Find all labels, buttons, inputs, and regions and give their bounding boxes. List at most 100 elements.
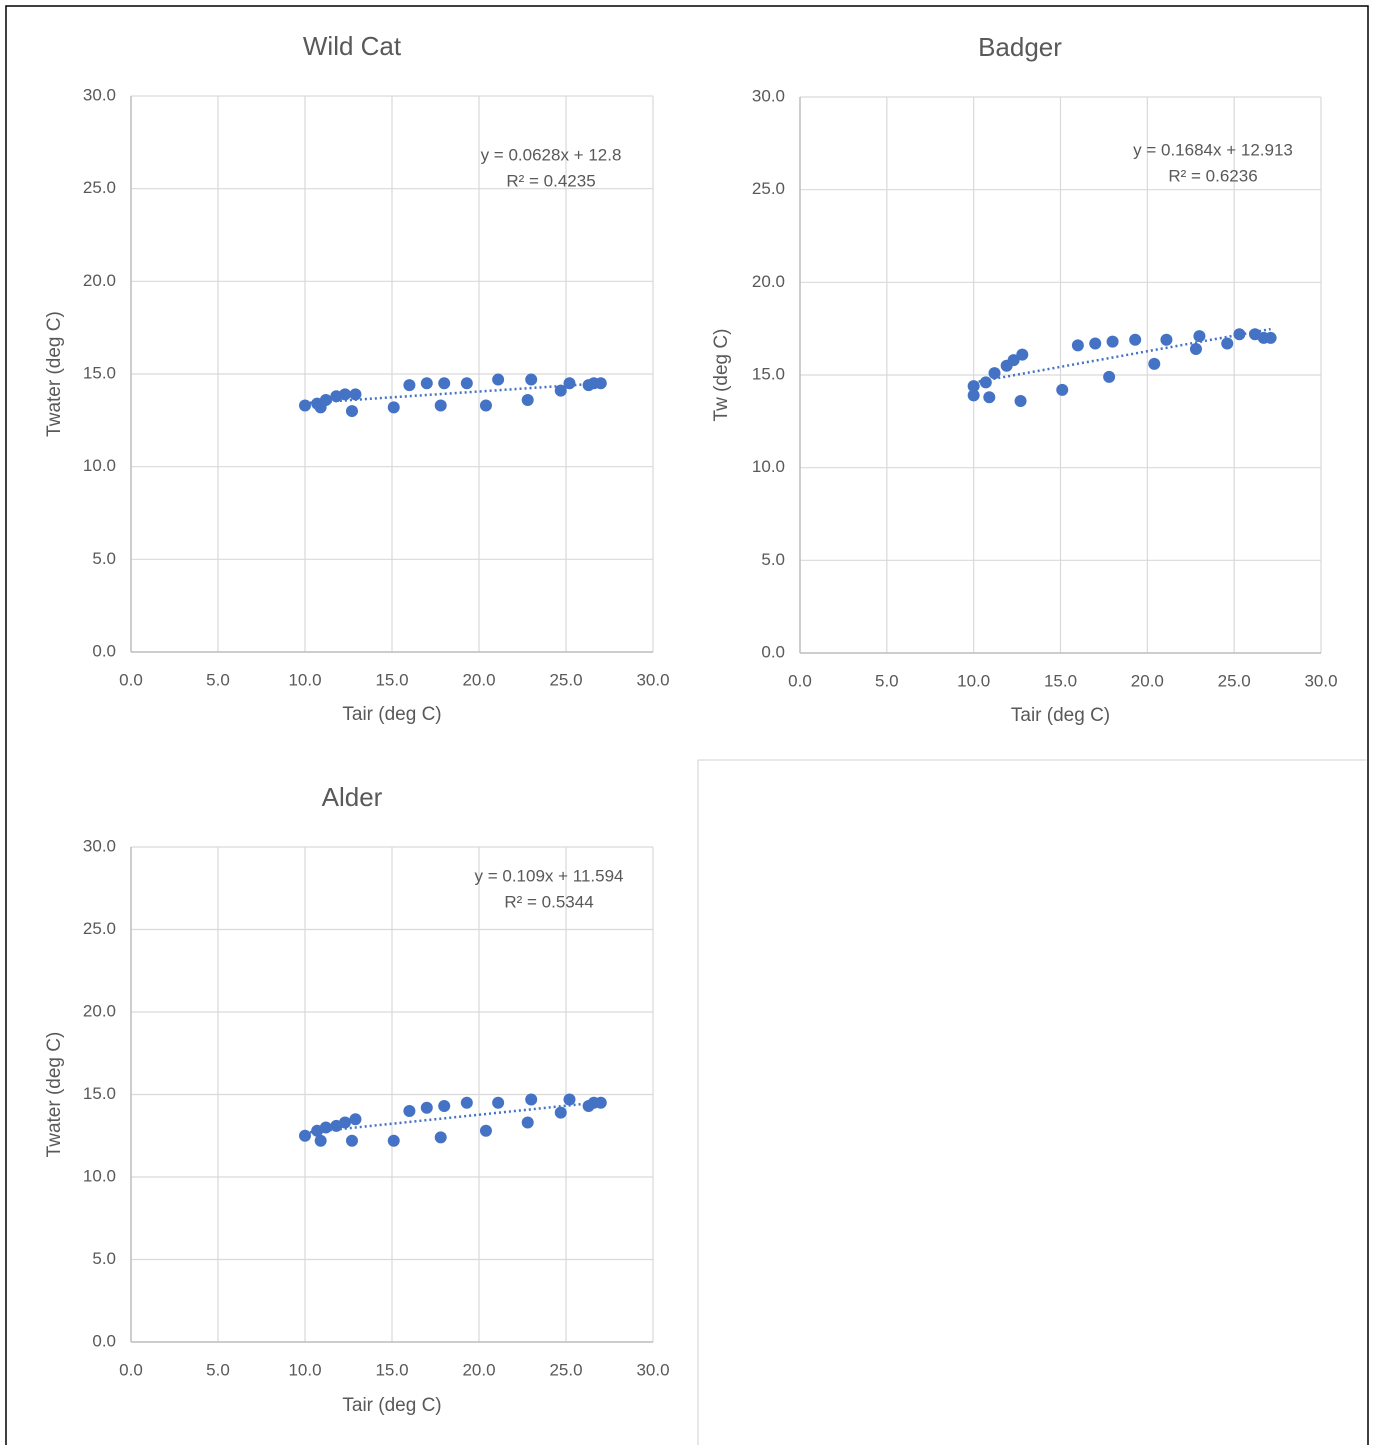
scatter-point	[979, 376, 992, 389]
y-tick-label: 10.0	[83, 1166, 116, 1185]
scatter-point	[1148, 357, 1161, 370]
scatter-point	[434, 1131, 447, 1144]
scatter-point	[554, 384, 567, 397]
x-tick-label: 30.0	[1304, 671, 1337, 690]
scatter-point	[1071, 339, 1084, 352]
y-tick-label: 5.0	[92, 549, 116, 568]
scatter-point	[967, 380, 980, 393]
scatter-point	[339, 1116, 352, 1129]
chart-title: Wild Cat	[303, 31, 402, 61]
scatter-point	[1056, 383, 1069, 396]
scatter-point	[387, 1134, 400, 1147]
y-tick-label: 25.0	[752, 179, 785, 198]
sheet-border	[5, 5, 1369, 1445]
scatter-point	[1264, 331, 1277, 344]
scatter-point	[345, 1134, 358, 1147]
scatter-point	[594, 377, 607, 390]
y-tick-label: 0.0	[92, 641, 116, 660]
y-tick-label: 15.0	[83, 1084, 116, 1103]
scatter-point	[1014, 394, 1027, 407]
y-tick-label: 5.0	[761, 550, 785, 569]
scatter-point	[349, 1113, 362, 1126]
x-tick-label: 30.0	[636, 670, 669, 689]
scatter-point	[403, 379, 416, 392]
x-tick-label: 15.0	[375, 1360, 408, 1379]
scatter-point	[1106, 335, 1119, 348]
y-tick-label: 15.0	[83, 363, 116, 382]
x-axis-label: Tair (deg C)	[342, 704, 441, 725]
scatter-point	[554, 1106, 567, 1119]
y-tick-label: 0.0	[761, 642, 785, 661]
chart-title: Alder	[322, 782, 383, 812]
scatter-point	[1007, 354, 1020, 367]
x-axis-label: Tair (deg C)	[342, 1395, 441, 1416]
trendline-equation: y = 0.1684x + 12.913	[1133, 140, 1293, 159]
y-axis-label: Tw (deg C)	[711, 329, 732, 422]
scatter-point	[1129, 333, 1142, 346]
scatter-point	[967, 389, 980, 402]
scatter-point	[460, 1096, 473, 1109]
x-tick-label: 15.0	[375, 670, 408, 689]
scatter-point	[438, 377, 451, 390]
y-tick-label: 30.0	[752, 86, 785, 105]
scatter-point	[492, 373, 505, 386]
scatter-point	[299, 399, 311, 412]
scatter-point	[434, 399, 447, 412]
scatter-point	[403, 1105, 416, 1117]
x-tick-label: 25.0	[549, 670, 582, 689]
x-axis-label: Tair (deg C)	[1011, 705, 1110, 726]
scatter-point	[983, 391, 996, 404]
trendline	[973, 327, 1271, 384]
scatter-point	[521, 393, 534, 406]
scatter-point	[1103, 370, 1116, 383]
scatter-point	[525, 1093, 538, 1106]
y-tick-label: 30.0	[83, 836, 116, 855]
trendline-r-squared: R² = 0.4235	[506, 171, 595, 190]
scatter-point	[1221, 337, 1234, 350]
y-tick-label: 25.0	[83, 178, 116, 197]
y-tick-label: 5.0	[92, 1249, 116, 1268]
trendline-r-squared: R² = 0.5344	[504, 892, 593, 911]
scatter-point	[345, 405, 358, 418]
scatter-point	[339, 388, 352, 401]
x-tick-label: 0.0	[119, 670, 143, 689]
y-tick-label: 0.0	[92, 1331, 116, 1350]
scatter-point	[525, 373, 538, 386]
x-tick-label: 10.0	[288, 1360, 321, 1379]
scatter-point	[479, 1124, 492, 1137]
trendline-r-squared: R² = 0.6236	[1168, 166, 1257, 185]
scatter-point	[349, 388, 362, 401]
scatter-point	[563, 1093, 576, 1106]
y-tick-label: 20.0	[752, 272, 785, 291]
x-tick-label: 5.0	[206, 1360, 230, 1379]
y-tick-label: 20.0	[83, 1001, 116, 1020]
scatter-point	[988, 367, 1001, 380]
y-axis-label: Twater (deg C)	[44, 311, 65, 437]
scatter-point	[492, 1096, 505, 1109]
y-tick-label: 25.0	[83, 919, 116, 938]
y-axis-label: Twater (deg C)	[44, 1032, 65, 1158]
scatter-point	[521, 1116, 534, 1129]
x-tick-label: 5.0	[206, 670, 230, 689]
y-tick-label: 10.0	[83, 456, 116, 475]
scatter-point	[420, 377, 433, 390]
x-tick-label: 20.0	[462, 670, 495, 689]
scatter-point	[1160, 333, 1173, 346]
chart-title: Badger	[978, 32, 1062, 62]
y-tick-label: 15.0	[752, 364, 785, 383]
x-tick-label: 10.0	[288, 670, 321, 689]
scatter-point	[594, 1096, 607, 1109]
x-tick-label: 0.0	[119, 1360, 143, 1379]
y-tick-label: 10.0	[752, 457, 785, 476]
x-tick-label: 0.0	[788, 671, 812, 690]
scatter-point	[479, 399, 492, 412]
trendline-equation: y = 0.0628x + 12.8	[481, 145, 622, 164]
scatter-point	[438, 1100, 451, 1113]
x-tick-label: 25.0	[549, 1360, 582, 1379]
scatter-point	[319, 393, 332, 406]
x-tick-label: 30.0	[636, 1360, 669, 1379]
y-tick-label: 20.0	[83, 271, 116, 290]
trendline-equation: y = 0.109x + 11.594	[474, 866, 623, 885]
